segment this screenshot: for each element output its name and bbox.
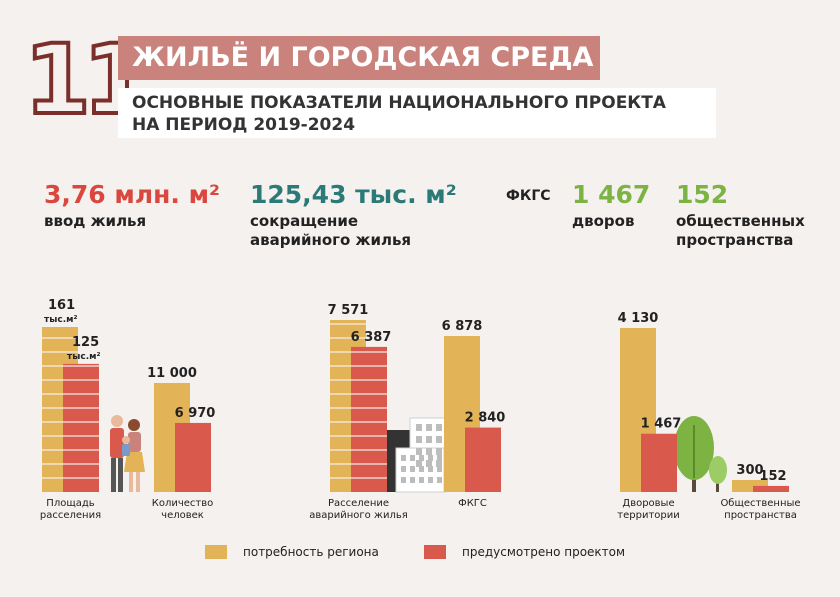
category-label-5-1: пространства xyxy=(724,510,797,521)
category-label-2-0: Расселение xyxy=(328,498,389,509)
category-label-1-0: Количество xyxy=(152,498,214,509)
value-label-project-3: 2 840 xyxy=(465,411,506,426)
category-label-0-1: расселения xyxy=(40,510,101,521)
kpi-public-value: 152 xyxy=(676,180,729,209)
value-label-project-1: 6 970 xyxy=(175,406,216,421)
kpi-public-label: общественных пространства xyxy=(676,212,805,250)
kpi-fkgs-tag: ФКГС xyxy=(506,188,551,204)
value-label-need-1: 11 000 xyxy=(147,366,197,381)
legend-swatch-project xyxy=(424,545,446,559)
category-label-4-0: Дворовые xyxy=(622,498,674,509)
value-label-need-3: 6 878 xyxy=(442,319,483,334)
category-label-3-0: ФКГС xyxy=(458,498,487,509)
category-label-4-1: территории xyxy=(617,510,679,521)
value-label-need-2: 7 571 xyxy=(328,303,369,318)
legend-label-need: потребность региона xyxy=(243,545,379,559)
building-icon xyxy=(386,417,447,493)
subtitle-line-1: ОСНОВНЫЕ ПОКАЗАТЕЛИ НАЦИОНАЛЬНОГО ПРОЕКТ… xyxy=(132,93,666,113)
category-label-2-1: аварийного жилья xyxy=(309,510,408,521)
kpi-emergency-label: сокращение аварийного жилья xyxy=(250,212,411,250)
bar-project-0 xyxy=(63,363,99,492)
bar-project-4 xyxy=(641,433,677,492)
legend-label-project: предусмотрено проектом xyxy=(462,545,626,559)
value-label-need-4: 4 130 xyxy=(618,311,659,326)
kpi-emergency-label-line-1: сокращение xyxy=(250,212,359,230)
bars-layer xyxy=(42,320,789,492)
kpi-yards-value: 1 467 xyxy=(572,180,651,209)
bar-project-2 xyxy=(351,346,387,492)
bar-project-1 xyxy=(175,422,211,492)
unit-label-need-0: тыс.м² xyxy=(44,315,77,325)
kpi-yards-label: дворов xyxy=(572,212,635,230)
value-label-project-0: 125 xyxy=(72,335,99,350)
value-label-project-5: 152 xyxy=(759,469,786,484)
legend-swatch-need xyxy=(205,545,227,559)
kpi-emergency-value: 125,43 тыс. м² xyxy=(250,180,457,209)
decorations xyxy=(110,415,727,493)
unit-label-project-0: тыс.м² xyxy=(67,352,100,362)
category-label-5-0: Общественные xyxy=(720,498,800,509)
value-label-need-5: 300 xyxy=(736,463,763,478)
value-label-project-4: 1 467 xyxy=(641,417,682,432)
kpi-public-label-line-1: общественных xyxy=(676,212,805,230)
kpi-housing-label: ввод жилья xyxy=(44,212,147,230)
subtitle-line-2: НА ПЕРИОД 2019-2024 xyxy=(132,115,356,135)
category-label-0-0: Площадь xyxy=(46,498,94,509)
value-label-project-2: 6 387 xyxy=(351,330,392,345)
page-title: ЖИЛЬЁ И ГОРОДСКАЯ СРЕДА xyxy=(118,36,600,80)
bar-project-3 xyxy=(465,427,501,492)
small-tree-icon xyxy=(709,456,727,492)
page-subtitle: ОСНОВНЫЕ ПОКАЗАТЕЛИ НАЦИОНАЛЬНОГО ПРОЕКТ… xyxy=(118,88,716,138)
value-label-need-0: 161 xyxy=(48,298,75,313)
kpi-housing-value: 3,76 млн. м² xyxy=(44,180,220,209)
bar-project-5 xyxy=(753,485,789,492)
tree-icon xyxy=(674,416,714,492)
kpi-public-label-line-2: пространства xyxy=(676,231,794,249)
category-label-1-1: человек xyxy=(161,510,204,521)
family-icon xyxy=(110,415,145,492)
kpi-emergency-label-line-2: аварийного жилья xyxy=(250,231,412,249)
